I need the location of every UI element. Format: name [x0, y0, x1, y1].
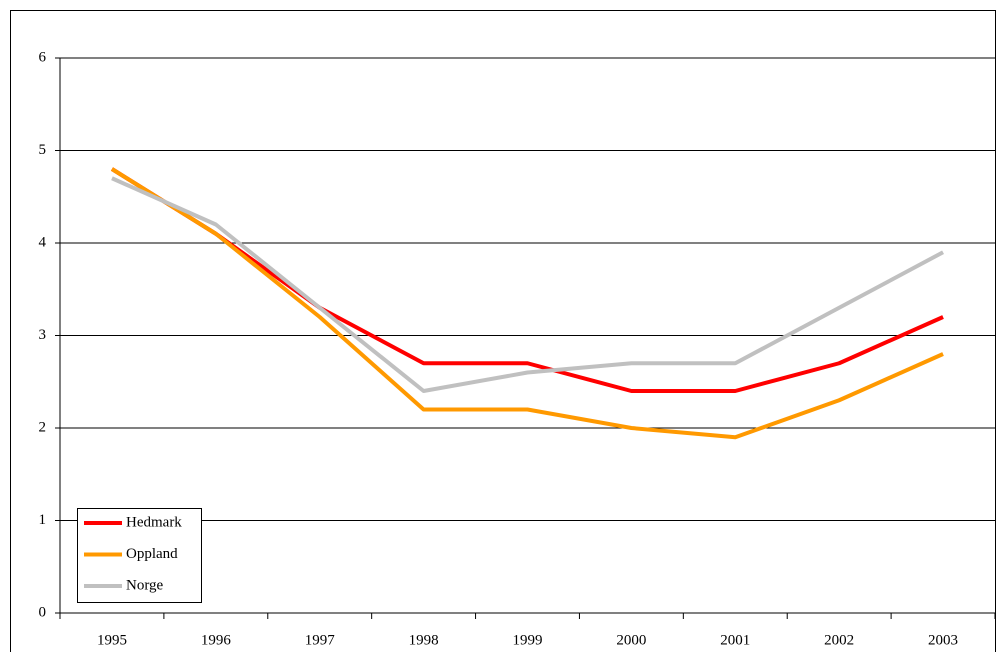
- x-tick-label: 1995: [97, 632, 127, 648]
- x-tick-label: 2002: [824, 632, 854, 648]
- y-tick-label: 4: [39, 234, 47, 250]
- series-line: [111, 176, 944, 393]
- y-tick-label: 0: [39, 604, 47, 620]
- legend-label: Oppland: [126, 546, 178, 562]
- x-tick-label: 1996: [201, 632, 232, 648]
- series-line: [110, 167, 944, 393]
- x-tick-label: 2001: [720, 632, 750, 648]
- x-tick-label: 1998: [409, 632, 439, 648]
- x-tick-label: 2000: [616, 632, 646, 648]
- x-tick-label: 1997: [305, 632, 336, 648]
- chart-border: [10, 10, 996, 652]
- series-line: [110, 167, 944, 440]
- x-tick-label: 2003: [928, 632, 958, 648]
- x-tick-label: 1999: [513, 632, 543, 648]
- legend: Hedmark Oppland Norge: [77, 508, 202, 603]
- legend-label: Norge: [126, 577, 164, 593]
- y-tick-label: 6: [39, 49, 47, 65]
- legend-label: Hedmark: [126, 514, 182, 530]
- y-tick-label: 1: [39, 512, 47, 528]
- y-tick-label: 3: [39, 327, 47, 343]
- y-tick-label: 5: [39, 142, 47, 158]
- y-tick-label: 2: [39, 419, 47, 435]
